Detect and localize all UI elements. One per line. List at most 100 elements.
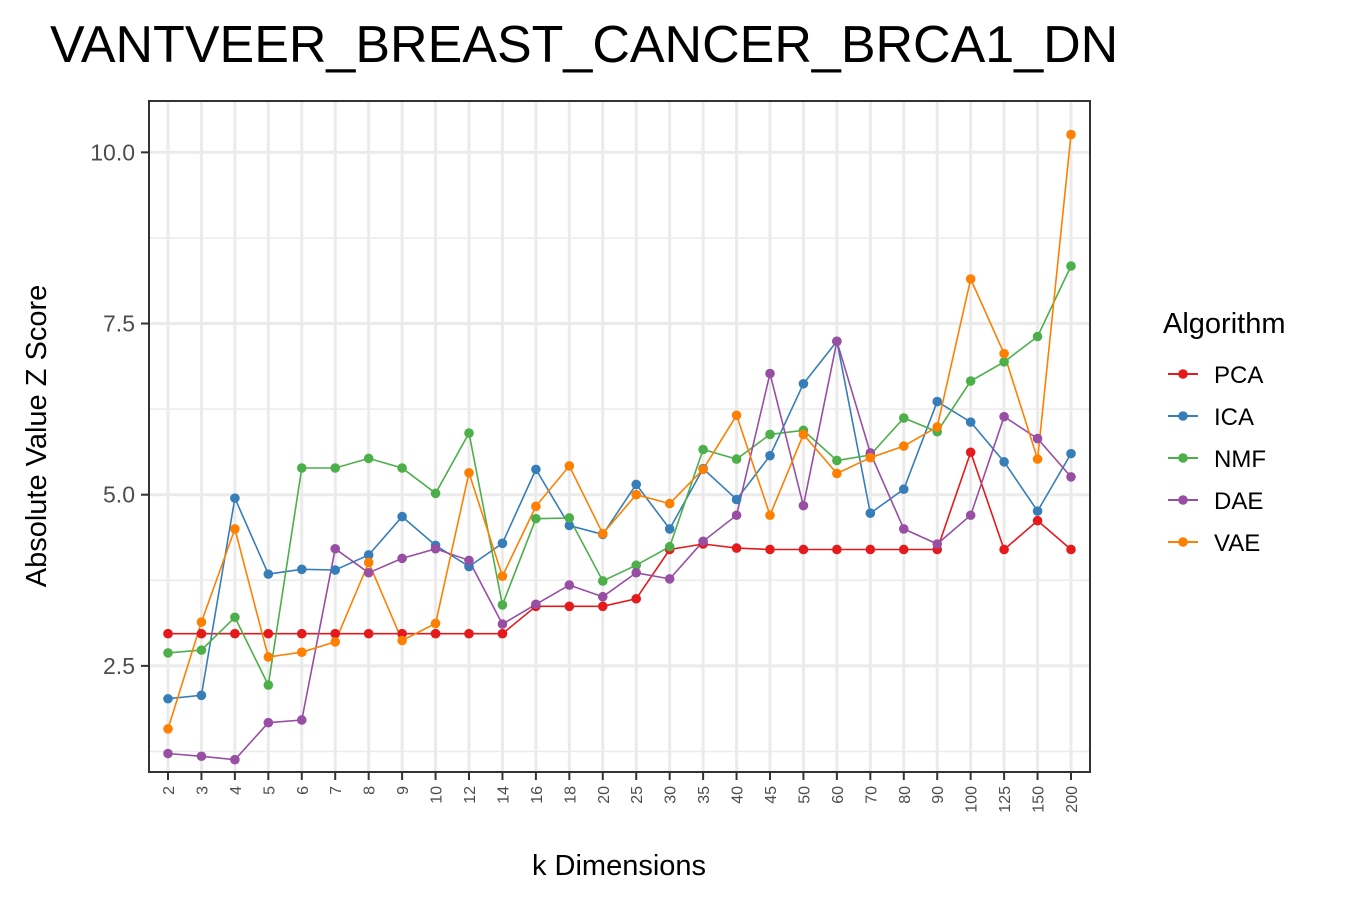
data-point-pca xyxy=(196,628,207,639)
data-point-dae xyxy=(230,754,240,765)
legend-marker-dae xyxy=(1178,495,1188,505)
data-point-nmf xyxy=(564,513,575,523)
y-tick-label: 5.0 xyxy=(103,482,135,508)
data-point-vae xyxy=(330,637,341,647)
legend-label-dae: DAE xyxy=(1214,488,1263,515)
x-tick-label: 12 xyxy=(462,786,479,804)
data-point-nmf xyxy=(397,463,407,473)
data-point-pca xyxy=(731,543,742,553)
y-tick-label: 10.0 xyxy=(90,139,135,165)
x-tick-label: 45 xyxy=(763,786,780,804)
series-line-dae xyxy=(167,341,1072,761)
y-tick-label: 2.5 xyxy=(103,653,135,679)
plot-background xyxy=(149,101,1090,772)
data-point-dae xyxy=(965,510,976,521)
data-point-dae xyxy=(798,500,809,511)
data-point-nmf xyxy=(230,612,240,623)
data-point-vae xyxy=(731,410,742,421)
data-point-pca xyxy=(430,628,441,639)
data-point-ica xyxy=(1032,506,1043,516)
data-point-pca xyxy=(832,544,842,555)
data-point-nmf xyxy=(497,600,508,610)
x-tick-label: 14 xyxy=(495,786,512,804)
data-point-ica xyxy=(731,494,742,505)
data-point-pca xyxy=(263,628,274,639)
data-point-ica xyxy=(531,464,541,475)
series-line-ica xyxy=(167,339,1072,700)
data-point-dae xyxy=(1032,433,1043,444)
x-tick-label: 2 xyxy=(161,786,178,795)
data-point-vae xyxy=(898,441,909,451)
data-point-ica xyxy=(397,511,407,522)
data-point-pca xyxy=(765,544,775,555)
data-point-pca xyxy=(865,544,876,555)
data-point-pca xyxy=(363,628,374,639)
data-point-nmf xyxy=(999,357,1009,367)
data-point-dae xyxy=(631,567,642,578)
data-point-vae xyxy=(798,429,809,440)
data-point-dae xyxy=(765,368,775,379)
data-point-vae xyxy=(564,461,575,471)
data-point-vae xyxy=(163,724,173,734)
data-point-nmf xyxy=(1032,331,1043,342)
y-axis-title: Absolute Value Z Score xyxy=(21,285,53,588)
data-point-vae xyxy=(196,617,207,627)
data-point-ica xyxy=(296,564,307,575)
data-point-vae xyxy=(230,524,240,534)
data-point-dae xyxy=(397,553,407,564)
data-point-vae xyxy=(464,467,474,478)
data-point-vae xyxy=(430,618,441,629)
data-point-pca xyxy=(397,628,407,639)
data-point-nmf xyxy=(464,428,474,438)
data-point-vae xyxy=(664,498,675,509)
data-point-pca xyxy=(464,628,474,639)
data-point-vae xyxy=(363,557,374,568)
data-point-dae xyxy=(698,536,708,547)
data-point-ica xyxy=(965,417,976,427)
x-tick-label: 150 xyxy=(1031,786,1048,813)
data-point-vae xyxy=(1032,454,1043,464)
data-point-nmf xyxy=(631,560,642,571)
x-tick-label: 70 xyxy=(863,786,880,804)
series-layer xyxy=(163,129,1076,765)
data-point-vae xyxy=(765,510,775,521)
legend: Algorithm PCA ICA NMF DAE VAE xyxy=(1163,308,1286,557)
data-point-ica xyxy=(932,396,943,407)
data-point-dae xyxy=(196,751,207,762)
data-point-nmf xyxy=(731,454,742,464)
legend-marker-pca xyxy=(1178,369,1188,379)
y-axis: 2.5 5.0 7.5 10.0 xyxy=(90,139,149,679)
x-tick-label: 35 xyxy=(696,786,713,804)
x-tick-label: 8 xyxy=(362,786,379,795)
data-point-dae xyxy=(363,567,374,578)
series-line-nmf xyxy=(167,265,1072,688)
data-point-vae xyxy=(631,489,642,500)
data-point-dae xyxy=(497,619,508,629)
x-tick-label: 3 xyxy=(194,786,211,795)
x-tick-label: 9 xyxy=(395,786,412,795)
data-point-pca xyxy=(631,593,642,604)
x-tick-label: 5 xyxy=(261,786,278,795)
legend-label-nmf: NMF xyxy=(1214,446,1266,473)
legend-marker-nmf xyxy=(1178,453,1188,463)
data-point-nmf xyxy=(965,376,976,386)
plot-border xyxy=(148,100,1091,773)
data-point-pca xyxy=(1032,515,1043,526)
data-point-ica xyxy=(1066,448,1076,459)
x-axis: 2 3 4 5 6 7 8 9 10 12 14 16 18 20 25 30 35 40 45 50 60 70 80 90… xyxy=(161,772,1081,813)
data-point-nmf xyxy=(664,541,675,552)
x-axis-title: k Dimensions xyxy=(532,850,706,882)
data-point-nmf xyxy=(430,488,441,499)
data-point-dae xyxy=(531,599,541,610)
data-point-ica xyxy=(330,565,341,575)
data-point-dae xyxy=(597,591,608,602)
x-tick-label: 7 xyxy=(328,786,345,795)
data-point-pca xyxy=(163,628,173,639)
data-point-pca xyxy=(999,544,1009,555)
data-point-nmf xyxy=(898,413,909,423)
data-point-ica xyxy=(798,378,809,389)
data-point-pca xyxy=(230,628,240,639)
x-tick-label: 18 xyxy=(562,786,579,804)
data-point-ica xyxy=(999,457,1009,467)
data-point-ica xyxy=(230,493,240,503)
